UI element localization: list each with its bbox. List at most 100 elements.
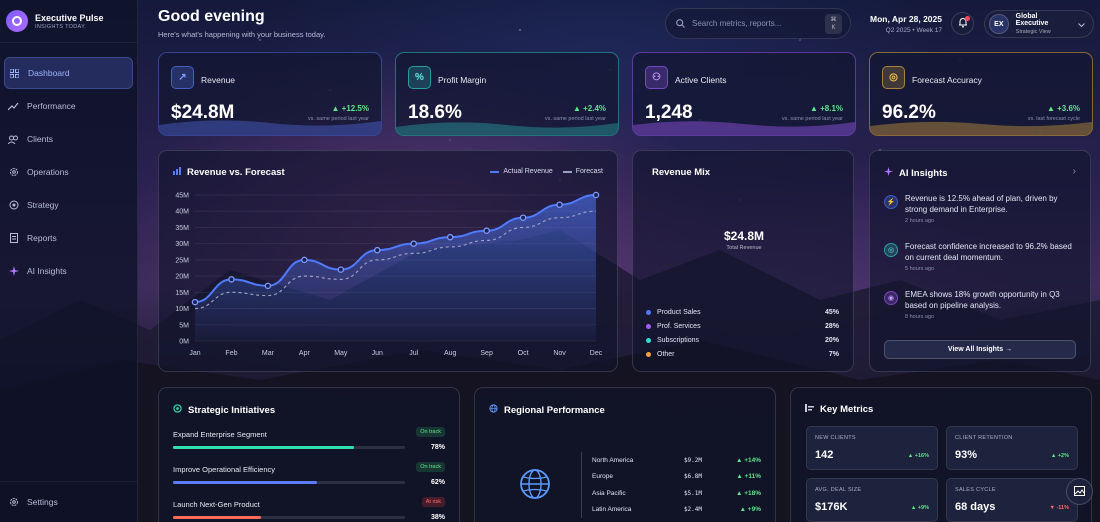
y-tick-label: 40M <box>175 209 189 216</box>
sidebar: Executive Pulse INSIGHTS TODAY. Dashboar… <box>0 0 138 522</box>
brand[interactable]: Executive Pulse INSIGHTS TODAY. <box>0 0 137 43</box>
legend-actual: Actual Revenue <box>490 168 553 175</box>
search-bar[interactable]: ⌘ K <box>665 8 851 39</box>
globe-icon <box>489 404 498 416</box>
kpi-card-profit-margin[interactable]: % Profit Margin 18.6% ▲ +2.4% vs. same p… <box>395 52 619 136</box>
initiative-row[interactable]: Improve Operational Efficiency On track … <box>173 462 445 486</box>
kpi-card-forecast-accuracy[interactable]: ◎ Forecast Accuracy 96.2% ▲ +3.6% vs. la… <box>869 52 1093 136</box>
x-tick-label: Jul <box>409 350 418 357</box>
kpi-comparison: vs. same period last year <box>307 116 369 122</box>
current-date: Mon, Apr 28, 2025 <box>870 14 942 24</box>
initiative-row[interactable]: Launch Next-Gen Product At risk 38% <box>173 497 445 521</box>
forecast-line <box>194 210 597 310</box>
image-button[interactable] <box>1066 478 1093 505</box>
kpi-card-revenue[interactable]: ↗ Revenue $24.8M ▲ +12.5% vs. same perio… <box>158 52 382 136</box>
progress-fill <box>173 516 262 519</box>
gear-icon <box>8 497 19 508</box>
kpi-label: Profit Margin <box>438 75 487 85</box>
trend-icon: ↗ <box>171 66 194 89</box>
target-icon <box>8 200 19 211</box>
metric-avg-deal-size[interactable]: AVG. DEAL SIZE $176K ▲ +9% <box>806 478 938 522</box>
table-row[interactable]: Latin America $2.4M ▲ +9% <box>592 506 761 514</box>
revenue-chart-card: Revenue vs. Forecast Actual Revenue Fore… <box>158 150 618 372</box>
x-tick-label: May <box>334 350 348 357</box>
y-tick-label: 35M <box>175 225 189 232</box>
card-title: Revenue Mix <box>652 167 711 178</box>
users-icon: ⚇ <box>645 66 668 89</box>
progress-percent: 62% <box>430 479 445 486</box>
bell-icon <box>958 15 968 33</box>
kpi-card-active-clients[interactable]: ⚇ Active Clients 1,248 ▲ +8.1% vs. same … <box>632 52 856 136</box>
card-title: Regional Performance <box>489 404 605 416</box>
percent-icon: % <box>408 66 431 89</box>
progress-bar <box>173 446 405 449</box>
card-title: Revenue vs. Forecast <box>173 167 285 178</box>
metric-new-clients[interactable]: NEW CLIENTS 142 ▲ +16% <box>806 426 938 470</box>
key-metrics-card: Key Metrics NEW CLIENTS 142 ▲ +16% CLIEN… <box>790 387 1092 522</box>
progress-percent: 38% <box>430 514 445 521</box>
x-tick-label: Feb <box>225 350 237 357</box>
bar-chart-icon <box>173 167 181 178</box>
target-icon <box>173 404 182 416</box>
y-tick-label: 30M <box>175 241 189 248</box>
initiative-row[interactable]: Expand Enterprise Segment On track 78% <box>173 427 445 451</box>
view-all-insights-button[interactable]: View All Insights → <box>884 340 1076 359</box>
kpi-sparkline <box>396 122 618 135</box>
actual-revenue-point <box>410 240 417 247</box>
sidebar-item-performance[interactable]: Performance <box>4 90 133 122</box>
profile-role: Strategic View <box>1015 29 1051 35</box>
insight-item[interactable]: ⚡ Revenue is 12.5% ahead of plan, driven… <box>884 193 1076 224</box>
sidebar-item-strategy[interactable]: Strategy <box>4 189 133 221</box>
profile-menu[interactable]: EX Global Executive Strategic View <box>984 10 1094 38</box>
gear-icon <box>8 167 19 178</box>
total-revenue-value: $24.8M <box>723 229 765 243</box>
status-badge: On track <box>416 462 445 472</box>
insight-text: Forecast confidence increased to 96.2% b… <box>905 242 1072 262</box>
ai-insights-card: AI Insights › ⚡ Revenue is 12.5% ahead o… <box>869 150 1091 372</box>
revenue-line-chart: 0M 5M 10M 15M 20M 25M 30M 35M 40M 45M Jan Feb Mar Apr… <box>175 191 603 357</box>
y-tick-label: 10M <box>175 306 189 313</box>
legend-forecast: Forecast <box>562 168 603 175</box>
kpi-value: 18.6% <box>408 102 462 123</box>
sparkle-icon <box>8 266 19 277</box>
card-title: AI Insights <box>884 167 948 179</box>
sidebar-item-dashboard[interactable]: Dashboard <box>4 57 133 89</box>
actual-revenue-point <box>301 256 308 264</box>
sidebar-item-settings[interactable]: Settings <box>0 481 137 522</box>
table-row[interactable]: Europe $6.8M ▲ +11% <box>592 473 761 481</box>
progress-percent: 78% <box>430 444 445 451</box>
current-period: Q2 2025 • Week 17 <box>885 27 942 34</box>
metric-sales-cycle[interactable]: SALES CYCLE 68 days ▼ -11% <box>946 478 1078 522</box>
sidebar-item-ai-insights[interactable]: AI Insights <box>4 255 133 287</box>
initiative-name: Improve Operational Efficiency <box>173 465 275 474</box>
search-input[interactable] <box>692 19 817 28</box>
initiative-name: Expand Enterprise Segment <box>173 430 267 439</box>
y-tick-label: 5M <box>179 322 189 329</box>
sidebar-item-clients[interactable]: Clients <box>4 123 133 155</box>
insight-time: 8 hours ago <box>905 314 935 320</box>
settings-label: Settings <box>27 497 58 507</box>
revenue-mix-list: Product Sales 45% Prof. Services 28% Subsc… <box>646 305 839 361</box>
x-tick-label: Dec <box>590 350 603 357</box>
card-title: Key Metrics <box>805 404 873 415</box>
chevron-right-icon[interactable]: › <box>1072 166 1076 177</box>
table-row[interactable]: Asia Pacific $5.1M ▲ +18% <box>592 489 761 497</box>
card-title: Strategic Initiatives <box>173 404 275 416</box>
metric-client-retention[interactable]: CLIENT RETENTION 93% ▲ +2% <box>946 426 1078 470</box>
sidebar-item-reports[interactable]: Reports <box>4 222 133 254</box>
date-block: Mon, Apr 28, 2025 Q2 2025 • Week 17 <box>866 14 942 34</box>
sidebar-item-label: Clients <box>27 134 53 144</box>
document-icon <box>8 233 19 244</box>
sidebar-item-operations[interactable]: Operations <box>4 156 133 188</box>
insight-text: Revenue is 12.5% ahead of plan, driven b… <box>905 194 1058 214</box>
progress-fill <box>173 446 354 449</box>
insight-item[interactable]: ◉ EMEA shows 18% growth opportunity in Q… <box>884 289 1076 320</box>
insight-item[interactable]: ◎ Forecast confidence increased to 96.2%… <box>884 241 1076 272</box>
strategic-initiatives-card: Strategic Initiatives Expand Enterprise … <box>158 387 460 522</box>
x-tick-label: Mar <box>262 350 275 357</box>
table-row[interactable]: North America $9.2M ▲ +14% <box>592 456 761 464</box>
notifications-button[interactable] <box>951 12 974 35</box>
actual-revenue-point <box>592 191 600 199</box>
bar-chart-icon <box>805 404 814 415</box>
actual-revenue-point <box>191 298 199 306</box>
